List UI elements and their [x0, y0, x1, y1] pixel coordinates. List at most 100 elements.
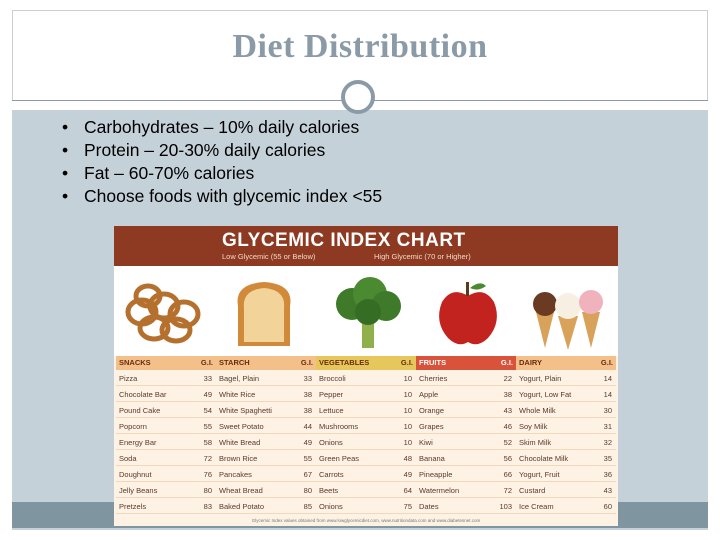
gi-table-row: White Spaghetti 38 [216, 402, 316, 418]
gi-value: 10 [403, 390, 412, 399]
gi-table-row: Whole Milk 30 [516, 402, 616, 418]
gi-food-name: Onions [319, 502, 343, 511]
gi-food-name: Ice Cream [519, 502, 554, 511]
gi-value: 60 [603, 502, 612, 511]
gi-value: 49 [303, 438, 312, 447]
gi-table: SNACKS G.I. Pizza 33 Chocolate Bar 49 Pound Ca… [114, 356, 618, 516]
gi-value: 33 [203, 374, 212, 383]
gi-food-name: Skim Milk [519, 438, 552, 447]
gi-food-name: Watermelon [419, 486, 460, 495]
gi-table-row: Yogurt, Fruit 36 [516, 466, 616, 482]
gi-table-row: Custard 43 [516, 482, 616, 498]
gi-value: 58 [203, 438, 212, 447]
gi-food-name: Lettuce [319, 406, 344, 415]
gi-value: 31 [603, 422, 612, 431]
gi-table-row: Dates 103 [416, 498, 516, 514]
gi-food-name: Broccoli [319, 374, 346, 383]
gi-value: 76 [203, 470, 212, 479]
gi-column-dairy: DAIRY G.I. Yogurt, Plain 14 Yogurt, Low Fat 1… [516, 356, 616, 516]
gi-table-row: White Bread 49 [216, 434, 316, 450]
gi-header-label: G.I. [600, 358, 613, 367]
gi-table-row: Brown Rice 55 [216, 450, 316, 466]
gi-food-name: Beets [319, 486, 339, 495]
gi-table-row: Soy Milk 31 [516, 418, 616, 434]
gi-food-name: Yogurt, Fruit [519, 470, 560, 479]
gi-food-name: Onions [319, 438, 343, 447]
gi-food-name: Chocolate Bar [119, 390, 167, 399]
gi-food-name: White Bread [219, 438, 261, 447]
gi-value: 43 [603, 486, 612, 495]
gi-food-name: Green Peas [319, 454, 360, 463]
gi-table-row: Pineapple 66 [416, 466, 516, 482]
gi-value: 64 [403, 486, 412, 495]
gi-table-row: Beets 64 [316, 482, 416, 498]
gi-column-header: SNACKS G.I. [116, 356, 216, 370]
gi-food-name: Yogurt, Plain [519, 374, 562, 383]
gi-food-name: Yogurt, Low Fat [519, 390, 572, 399]
gi-food-name: Orange [419, 406, 445, 415]
gi-table-row: Yogurt, Plain 14 [516, 370, 616, 386]
bullet-icon: • [62, 163, 69, 183]
bullet-icon: • [62, 186, 69, 206]
gi-table-row: Baked Potato 85 [216, 498, 316, 514]
gi-value: 103 [499, 502, 512, 511]
bread-toast-icon [237, 282, 291, 346]
gi-food-name: White Spaghetti [219, 406, 272, 415]
glycemic-index-chart-image: GLYCEMIC INDEX CHART Low Glycemic (55 or… [114, 226, 618, 526]
gi-food-name: Soda [119, 454, 137, 463]
gi-food-name: Pineapple [419, 470, 453, 479]
gi-food-name: Energy Bar [119, 438, 157, 447]
gi-table-row: Doughnut 76 [116, 466, 216, 482]
gi-value: 56 [503, 454, 512, 463]
gi-food-name: Apple [419, 390, 439, 399]
gi-food-name: Custard [519, 486, 546, 495]
gi-table-row: Popcorn 55 [116, 418, 216, 434]
gi-value: 83 [203, 502, 212, 511]
gi-value: 49 [403, 470, 412, 479]
gi-category-name: VEGETABLES [319, 358, 370, 367]
gi-food-name: Pound Cake [119, 406, 161, 415]
gi-food-name: Whole Milk [519, 406, 556, 415]
broccoli-icon [336, 277, 401, 348]
gi-value: 67 [303, 470, 312, 479]
gi-table-row: Cherries 22 [416, 370, 516, 386]
gi-column-header: STARCH G.I. [216, 356, 316, 370]
gi-header-label: G.I. [500, 358, 513, 367]
gi-table-row: Watermelon 72 [416, 482, 516, 498]
gi-table-row: Wheat Bread 80 [216, 482, 316, 498]
gi-table-row: Skim Milk 32 [516, 434, 616, 450]
gi-table-row: White Rice 38 [216, 386, 316, 402]
gi-food-name: Mushrooms [319, 422, 359, 431]
gi-table-row: Broccoli 10 [316, 370, 416, 386]
bullet-item: • Fat – 60-70% calories [62, 163, 255, 183]
gi-food-name: Kiwi [419, 438, 433, 447]
gi-food-name: Doughnut [119, 470, 152, 479]
gi-chart-footer: Glycemic Index values obtained from www.… [251, 518, 481, 523]
gi-table-row: Sweet Potato 44 [216, 418, 316, 434]
gi-food-name: Cherries [419, 374, 448, 383]
gi-column-header: VEGETABLES G.I. [316, 356, 416, 370]
gi-table-row: Soda 72 [116, 450, 216, 466]
gi-low-label: Low Glycemic (55 or Below) [222, 252, 316, 261]
gi-value: 72 [203, 454, 212, 463]
gi-value: 35 [603, 454, 612, 463]
gi-food-name: White Rice [219, 390, 256, 399]
gi-table-row: Chocolate Milk 35 [516, 450, 616, 466]
gi-value: 14 [603, 390, 612, 399]
gi-food-name: Pretzels [119, 502, 147, 511]
gi-food-name: Wheat Bread [219, 486, 263, 495]
gi-value: 10 [403, 406, 412, 415]
gi-value: 66 [503, 470, 512, 479]
gi-food-name: Jelly Beans [119, 486, 158, 495]
ice-cream-cones-icon [533, 290, 603, 350]
gi-value: 72 [503, 486, 512, 495]
gi-food-name: Popcorn [119, 422, 147, 431]
gi-food-name: Chocolate Milk [519, 454, 569, 463]
gi-value: 36 [603, 470, 612, 479]
gi-table-row: Ice Cream 60 [516, 498, 616, 514]
gi-value: 32 [603, 438, 612, 447]
gi-food-name: Sweet Potato [219, 422, 264, 431]
gi-column-header: DAIRY G.I. [516, 356, 616, 370]
gi-value: 75 [403, 502, 412, 511]
